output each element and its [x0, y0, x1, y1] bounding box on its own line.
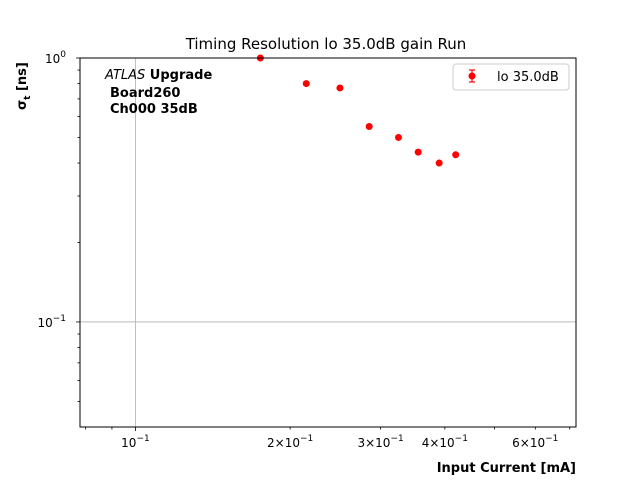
data-points — [256, 54, 460, 167]
data-point-0-1 — [302, 80, 310, 88]
x-tick-label-exp-1: −1 — [300, 434, 313, 444]
x-tick-label-3: 4×10−1 — [422, 434, 468, 450]
x-tick-label-base-1: 2×10 — [267, 436, 300, 450]
data-point-0-6 — [435, 159, 443, 167]
annotation-upgrade: Upgrade — [145, 68, 212, 83]
y-tick-label-0: 10−1 — [37, 314, 66, 330]
grid-lines — [80, 58, 576, 427]
x-tick-label-exp-2: −1 — [390, 434, 403, 444]
x-tick-label-exp-3: −1 — [455, 434, 468, 444]
annotation-experiment: ATLAS Upgrade — [104, 68, 212, 83]
y-tick-label-1: 100 — [45, 50, 66, 66]
x-tick-label-0: 10−1 — [121, 434, 150, 450]
legend-frame — [452, 63, 570, 91]
legend-marker — [468, 72, 476, 80]
y-axis-label: σt [ns] — [15, 62, 33, 110]
x-axis-label: Input Current [mA] — [437, 461, 576, 476]
x-tick-label-exp-4: −1 — [545, 434, 558, 444]
x-tick-label-2: 3×10−1 — [357, 434, 403, 450]
y-tick-label-exp-0: −1 — [53, 314, 66, 324]
annotation-atlas: ATLAS — [104, 68, 145, 83]
x-tick-label-base-0: 10 — [121, 436, 136, 450]
x-tick-label-exp-0: −1 — [136, 434, 149, 444]
y-tick-label-exp-1: 0 — [60, 50, 66, 60]
data-point-0-4 — [394, 133, 402, 141]
data-point-0-3 — [365, 123, 373, 131]
legend: lo 35.0dB — [452, 63, 570, 91]
data-point-0-5 — [414, 148, 422, 156]
y-axis-label-subscript: t — [23, 95, 33, 100]
chart-title: Timing Resolution lo 35.0dB gain Run — [185, 35, 467, 53]
legend-label: lo 35.0dB — [497, 70, 559, 85]
x-tick-label-4: 6×10−1 — [512, 434, 558, 450]
y-tick-label-base-1: 10 — [45, 52, 60, 66]
y-axis-label-unit: [ns] — [15, 62, 30, 95]
minor-ticks — [77, 69, 571, 430]
data-point-0-7 — [452, 151, 460, 159]
y-tick-label-base-0: 10 — [37, 316, 52, 330]
x-tick-label-1: 2×10−1 — [267, 434, 313, 450]
plot-frame — [79, 57, 577, 428]
annotation-channel: Ch000 35dB — [110, 102, 198, 117]
y-axis-label-symbol: σ — [15, 100, 30, 110]
annotation-board: Board260 — [110, 86, 180, 101]
x-tick-label-base-4: 6×10 — [512, 436, 545, 450]
x-tick-label-base-3: 4×10 — [422, 436, 455, 450]
x-tick-label-base-2: 3×10 — [357, 436, 390, 450]
data-point-0-2 — [336, 84, 344, 92]
